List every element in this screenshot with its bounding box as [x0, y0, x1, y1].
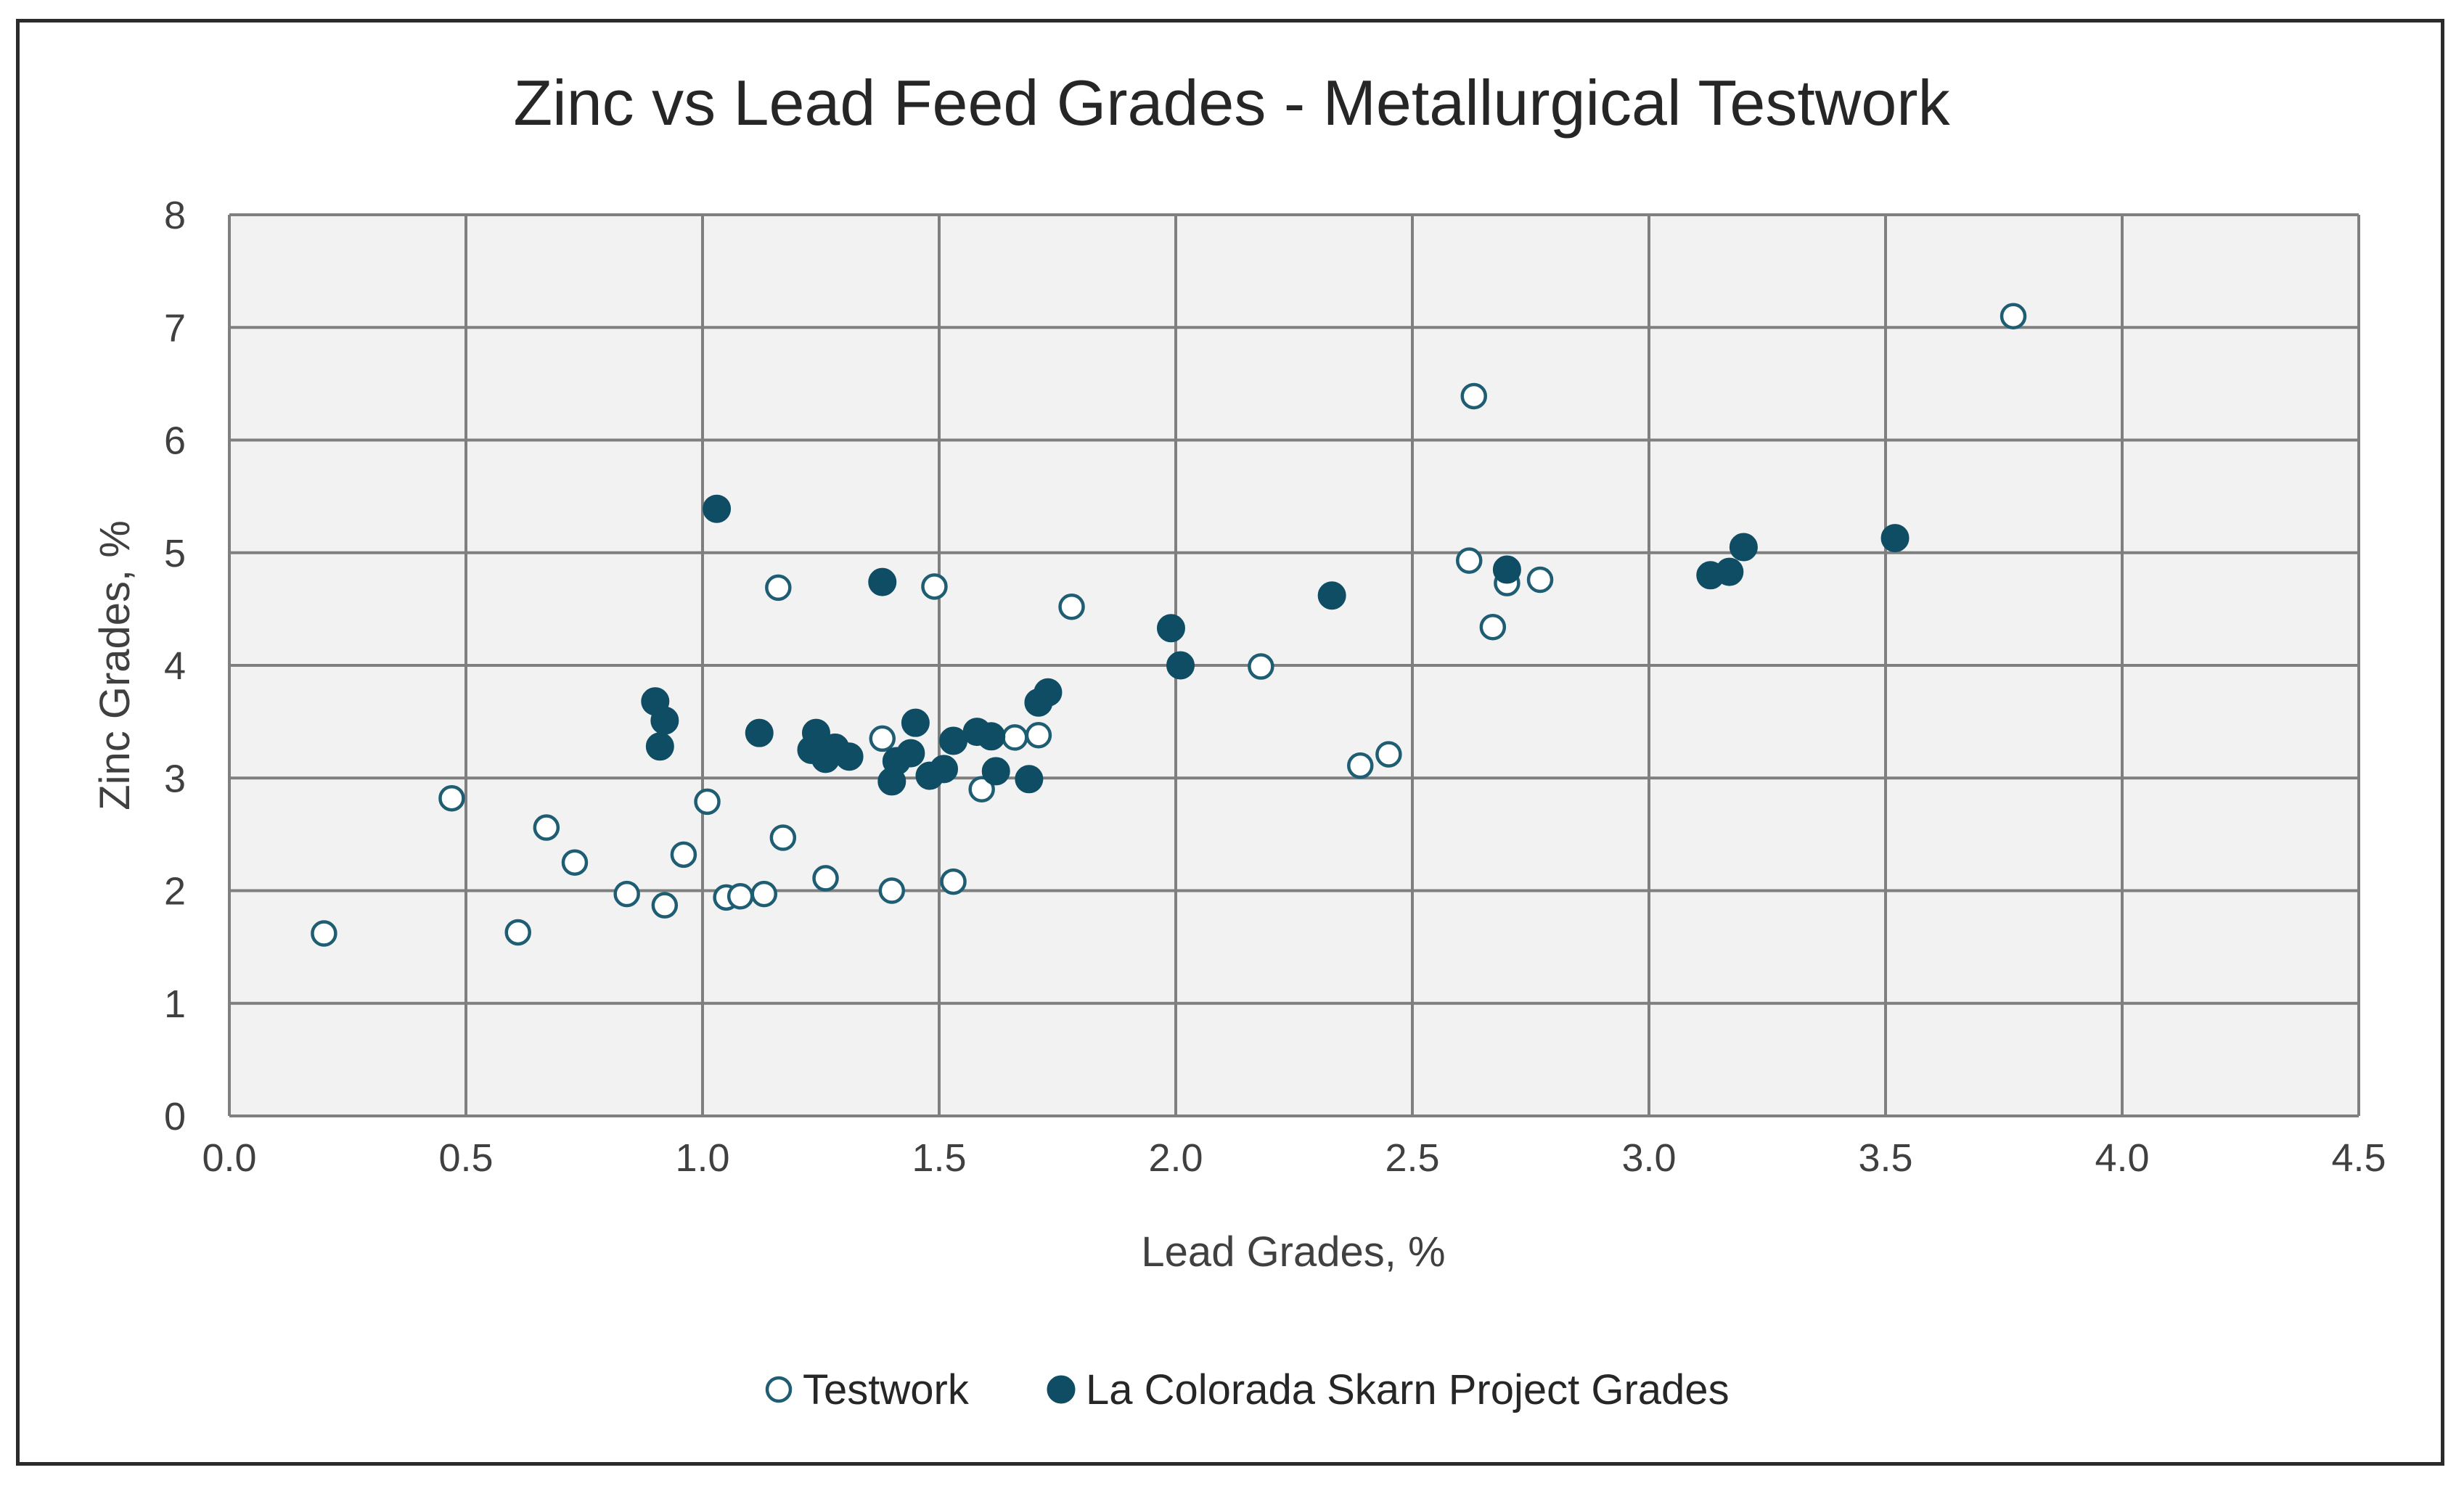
la-colorada-point — [645, 732, 674, 761]
la-colorada-point — [1880, 524, 1910, 553]
la-colorada-point — [981, 757, 1010, 786]
gridlines — [228, 213, 2360, 1117]
x-tick-label: 3.5 — [1858, 1136, 1912, 1180]
la-colorada-point — [901, 708, 930, 737]
x-tick-label: 4.0 — [2095, 1136, 2149, 1180]
testwork-point — [651, 892, 679, 919]
x-tick-label: 0.5 — [438, 1136, 493, 1180]
y-tick-label: 2 — [164, 870, 186, 914]
y-tick-label: 1 — [164, 982, 186, 1026]
testwork-point — [940, 868, 967, 895]
la-colorada-point — [1715, 557, 1744, 586]
la-colorada-point — [650, 706, 679, 735]
la-colorada-point — [1166, 651, 1195, 680]
legend-label: La Colorada Skarn Project Grades — [1086, 1366, 1730, 1413]
la-colorada-point — [1492, 555, 1521, 584]
testwork-point — [765, 574, 792, 602]
la-colorada-point — [977, 722, 1006, 751]
la-colorada-point — [703, 494, 732, 523]
testwork-point — [1025, 722, 1052, 749]
chart-title: Zinc vs Lead Feed Grades - Metallurgical… — [513, 67, 1950, 139]
testwork-point — [869, 725, 896, 752]
y-tick-label: 6 — [164, 419, 186, 463]
legend-testwork-marker — [765, 1376, 793, 1403]
testwork-point — [878, 877, 906, 904]
la-colorada-point — [939, 726, 968, 755]
testwork-point — [504, 919, 531, 946]
y-tick-label: 8 — [164, 194, 186, 237]
la-colorada-point — [1034, 678, 1063, 707]
testwork-point — [1002, 724, 1028, 751]
x-tick-label: 3.0 — [1621, 1136, 1676, 1180]
la-colorada-point — [835, 742, 864, 771]
testwork-point — [613, 880, 640, 908]
testwork-point — [533, 814, 560, 841]
testwork-point — [438, 784, 465, 812]
x-tick-label: 0.0 — [202, 1136, 256, 1180]
data-points — [311, 303, 2027, 947]
testwork-point — [1347, 752, 1374, 779]
y-tick-label: 3 — [164, 757, 186, 800]
testwork-point — [694, 788, 721, 816]
testwork-point — [812, 865, 839, 892]
x-tick-label: 4.5 — [2331, 1136, 2386, 1180]
x-tick-label: 2.0 — [1148, 1136, 1203, 1180]
la-colorada-point — [1317, 581, 1346, 610]
legend-label: Testwork — [803, 1366, 970, 1413]
la-colorada-point — [868, 567, 897, 596]
testwork-point — [968, 776, 995, 803]
testwork-point — [1375, 741, 1402, 768]
testwork-point — [1248, 653, 1274, 680]
testwork-point — [1455, 547, 1483, 574]
testwork-point — [311, 920, 337, 947]
testwork-point — [1460, 382, 1488, 410]
x-tick-label: 1.5 — [912, 1136, 966, 1180]
y-tick-label: 4 — [164, 644, 186, 688]
la-colorada-point — [1729, 533, 1758, 562]
y-axis-label: Zinc Grades, % — [91, 520, 139, 810]
la-colorada-point — [801, 718, 830, 747]
testwork-point — [561, 849, 589, 876]
testwork-point — [921, 573, 948, 600]
la-colorada-point — [745, 718, 774, 747]
testwork-point — [670, 841, 697, 869]
y-tick-label: 5 — [164, 532, 186, 575]
la-colorada-point — [896, 739, 925, 768]
x-tick-label: 2.5 — [1385, 1136, 1439, 1180]
testwork-point — [769, 824, 797, 851]
testwork-point — [1526, 566, 1554, 594]
x-axis-label: Lead Grades, % — [1141, 1228, 1445, 1276]
legend-la-colorada-marker — [1047, 1375, 1076, 1404]
x-tick-label: 1.0 — [675, 1136, 729, 1180]
testwork-point — [2000, 303, 2027, 329]
tick-labels: 0.0 0.5 1.0 1.5 2.0 2.5 3.0 3.5 4.0 4.5 0 1 2 3 4 5 6 7 8 — [164, 194, 2386, 1180]
la-colorada-point — [1156, 614, 1185, 643]
testwork-point — [750, 880, 778, 908]
la-colorada-point — [1015, 765, 1044, 794]
y-tick-label: 7 — [164, 306, 186, 350]
testwork-point — [726, 883, 754, 910]
la-colorada-point — [930, 755, 959, 784]
testwork-point — [1058, 594, 1085, 620]
legend: Testwork La Colorada Skarn Project Grades — [765, 1366, 1730, 1413]
testwork-point — [1479, 613, 1507, 641]
y-tick-label: 0 — [164, 1095, 186, 1138]
